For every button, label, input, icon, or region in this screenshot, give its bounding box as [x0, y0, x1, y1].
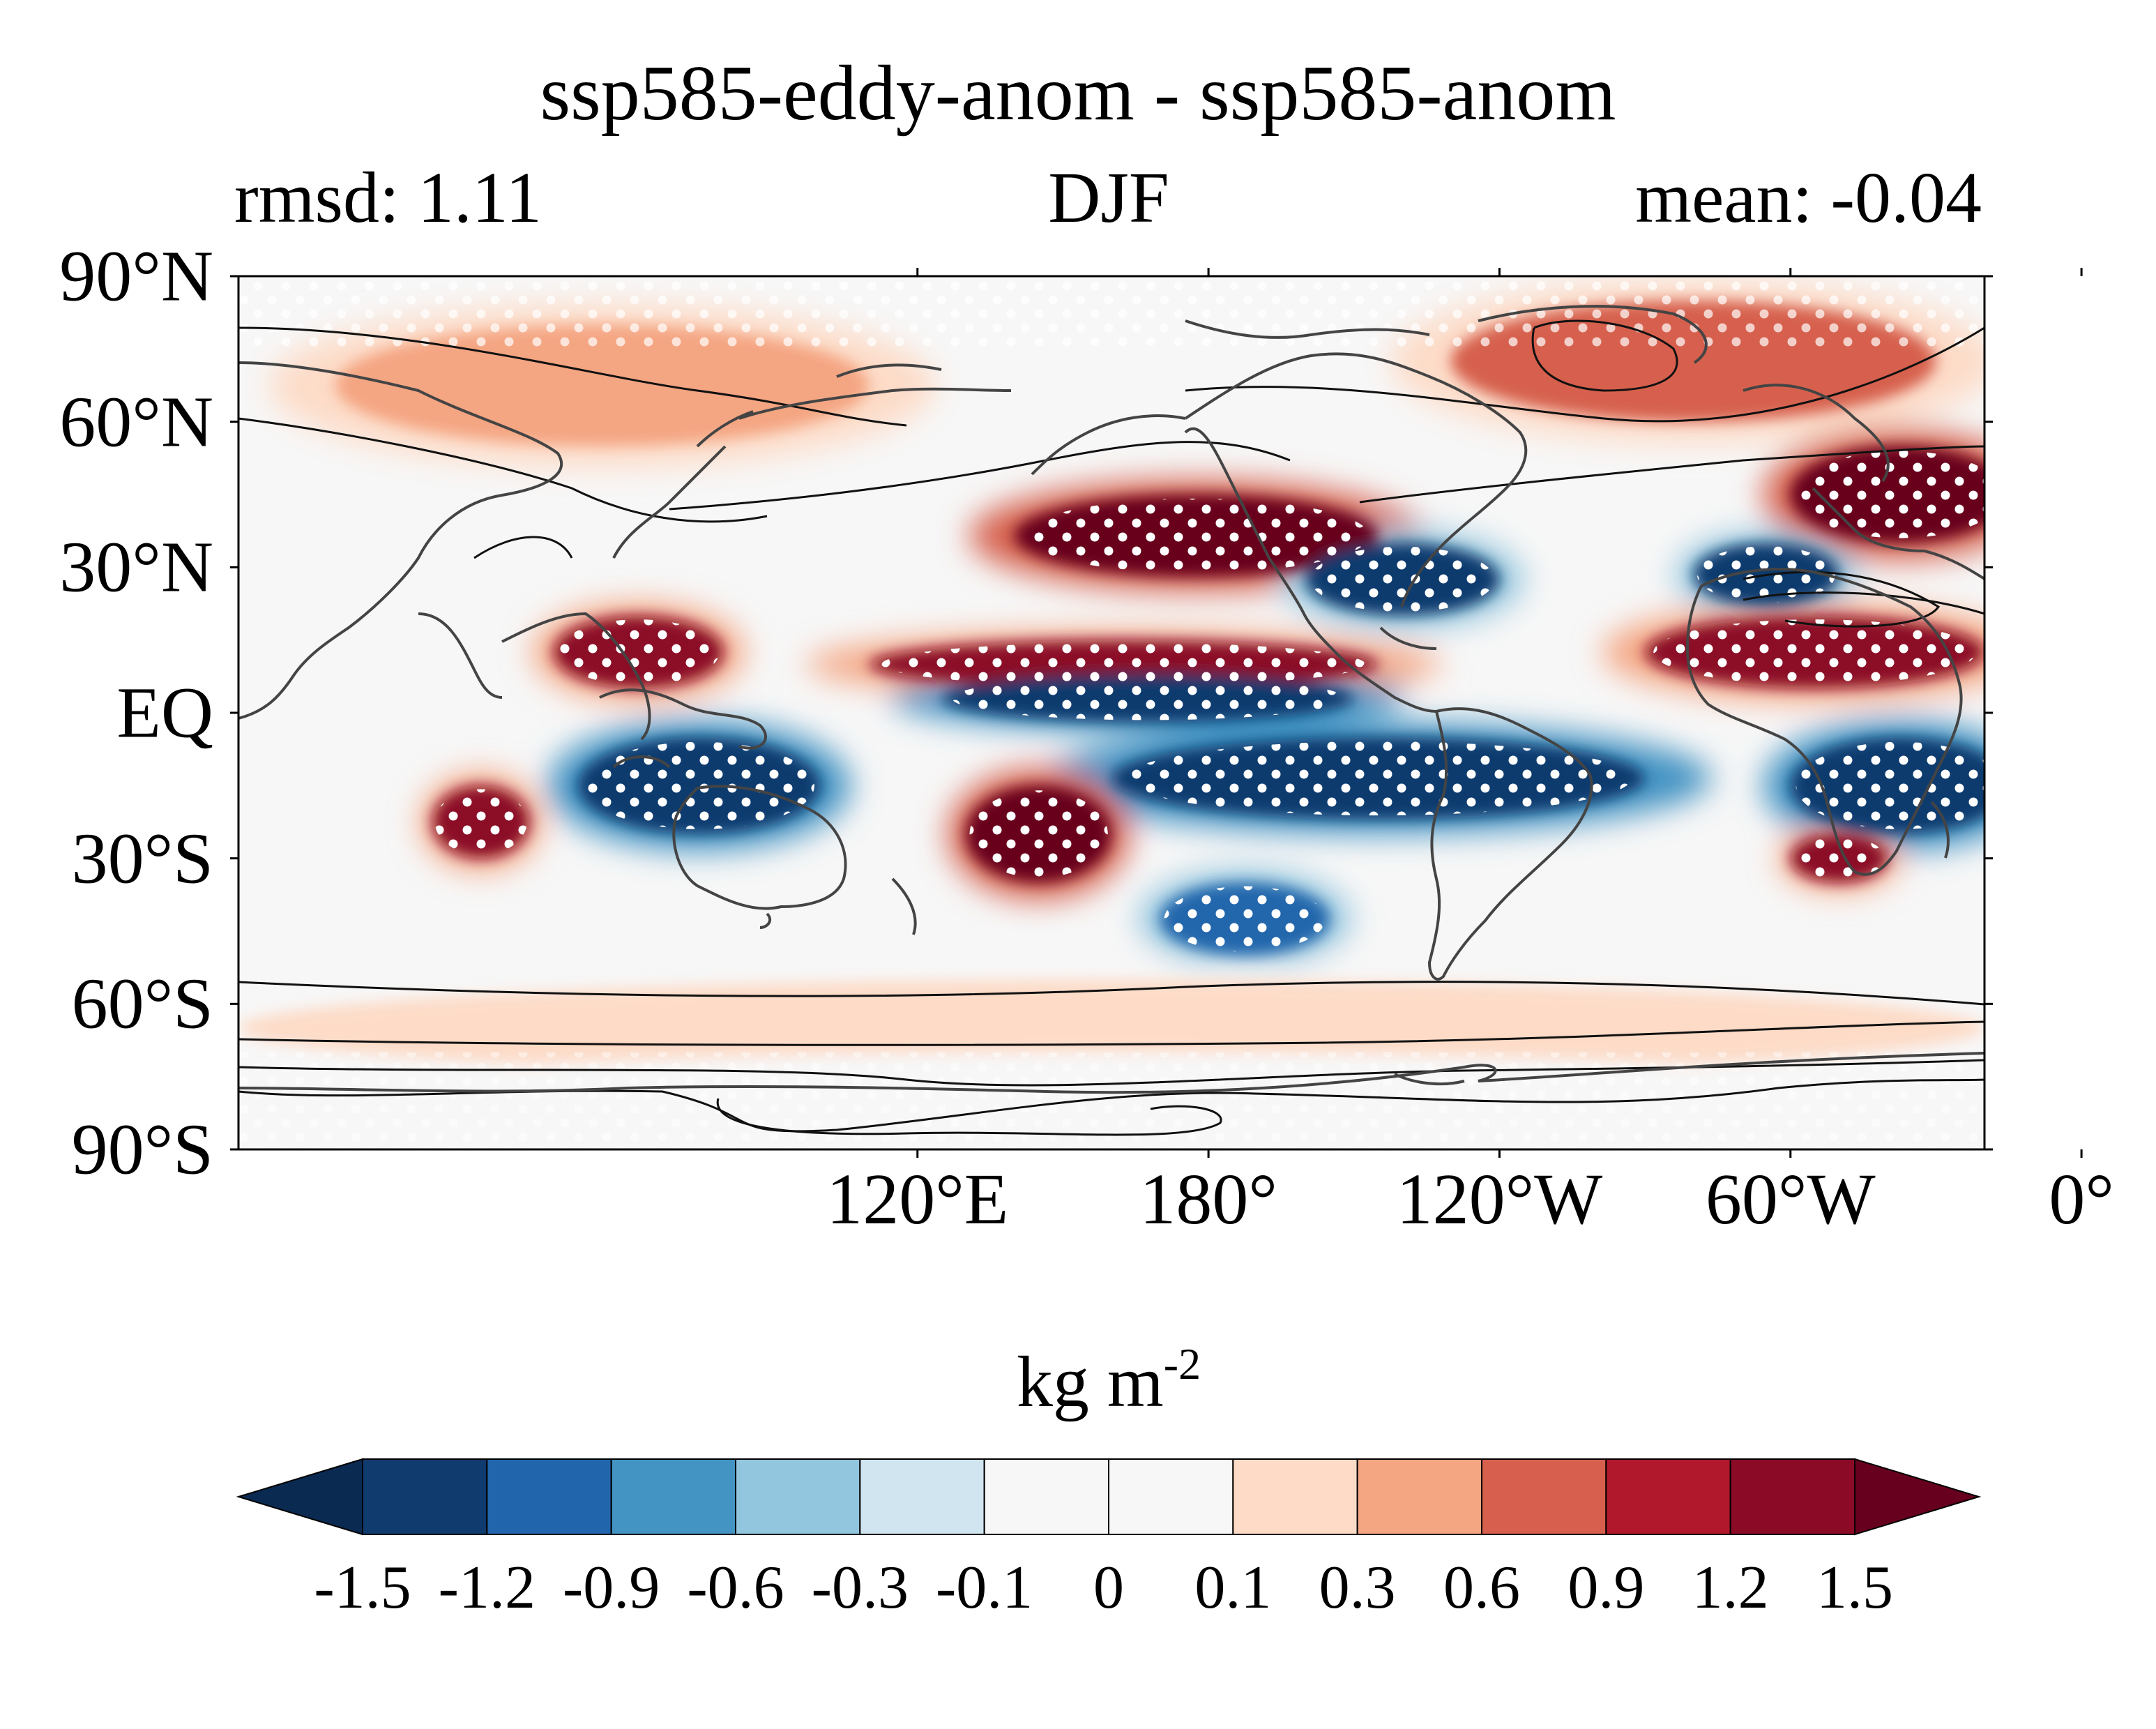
rmsd-label: rmsd: 1.11 — [234, 158, 542, 238]
stipple-patch — [1164, 886, 1326, 952]
mean-label: mean: -0.04 — [1635, 158, 1982, 238]
colorbar-tick-label: 0.3 — [1319, 1554, 1396, 1622]
colorbar-segment — [1481, 1458, 1607, 1535]
lat-label-eq: EQ — [116, 672, 213, 753]
colorbar-segment — [735, 1458, 861, 1535]
lat-label-90n: 90°N — [59, 236, 213, 317]
colorbar-segment — [1108, 1458, 1234, 1535]
anomaly-region — [335, 324, 870, 446]
units-base: kg m — [1016, 1342, 1164, 1422]
colorbar-tick-label: -0.9 — [563, 1554, 660, 1622]
colorbar-tick-label: 0.1 — [1194, 1554, 1272, 1622]
colorbar-tick-label: 0.9 — [1567, 1554, 1645, 1622]
colorbar-tick-label: -0.1 — [936, 1554, 1033, 1622]
stipple-patch — [1125, 741, 1632, 816]
colorbar-segment — [1729, 1458, 1856, 1535]
stipple-patch — [1793, 836, 1885, 880]
lat-label-30n: 30°N — [59, 527, 213, 607]
stipple-patch — [238, 276, 1984, 349]
colorbar-segment — [1356, 1458, 1482, 1535]
stipple-patch — [881, 642, 1366, 686]
axis-ticks — [230, 268, 2083, 1158]
lat-label-60s: 60°S — [71, 963, 213, 1044]
significance-stipple — [238, 276, 1984, 1149]
stipple-patch — [1653, 619, 1976, 686]
colorbar-tick-label: 1.2 — [1692, 1554, 1769, 1622]
stipple-patch — [238, 1052, 1984, 1149]
colorbar-segment — [1605, 1458, 1731, 1535]
chart-title: ssp585-eddy-anom - ssp585-anom — [540, 50, 1616, 137]
stipple-patch — [1796, 451, 1984, 538]
colorbar-segment — [362, 1458, 488, 1535]
units-exponent: -2 — [1163, 1339, 1201, 1389]
colorbar-tick-label: -1.2 — [438, 1554, 536, 1622]
colorbar-extend-high — [1854, 1458, 1982, 1536]
stipple-patch — [1023, 498, 1369, 573]
colorbar — [236, 1458, 1982, 1536]
lat-label-90s: 90°S — [71, 1109, 213, 1190]
colorbar-segment — [859, 1458, 985, 1535]
stipple-patch — [558, 619, 720, 686]
stipple-patch — [969, 790, 1108, 878]
colorbar-extend-low — [236, 1458, 363, 1536]
season-label: DJF — [1048, 158, 1169, 238]
colorbar-tick-label: -0.3 — [811, 1554, 909, 1622]
colorbar-segment — [610, 1458, 737, 1535]
colorbar-segment — [486, 1458, 612, 1535]
lon-label-120w: 120°W — [1396, 1159, 1603, 1239]
stipple-patch — [952, 676, 1344, 720]
lon-label-0: 0° — [2049, 1159, 2114, 1239]
lat-label-30s: 30°S — [71, 818, 213, 899]
lon-label-180: 180° — [1139, 1159, 1277, 1239]
stipple-patch — [1796, 741, 1984, 829]
lon-label-120e: 120°E — [826, 1159, 1009, 1239]
stipple-patch — [584, 741, 814, 829]
colorbar-tick-label: 0.6 — [1443, 1554, 1520, 1622]
colorbar-tick-label: -0.6 — [687, 1554, 784, 1622]
colorbar-tick-label: 1.5 — [1816, 1554, 1893, 1622]
colorbar-tick-label: -1.5 — [314, 1554, 411, 1622]
colorbar-segment — [983, 1458, 1109, 1535]
lat-label-60n: 60°N — [59, 382, 213, 462]
stipple-patch — [434, 789, 527, 855]
colorbar-segment — [1232, 1458, 1358, 1535]
lon-label-60w: 60°W — [1705, 1159, 1876, 1239]
stipple-patch — [1310, 546, 1495, 612]
colorbar-tick-label: 0 — [1093, 1554, 1124, 1622]
colorbar-units-label: kg m-2 — [1017, 1342, 1201, 1419]
coastlines — [238, 305, 1984, 1094]
